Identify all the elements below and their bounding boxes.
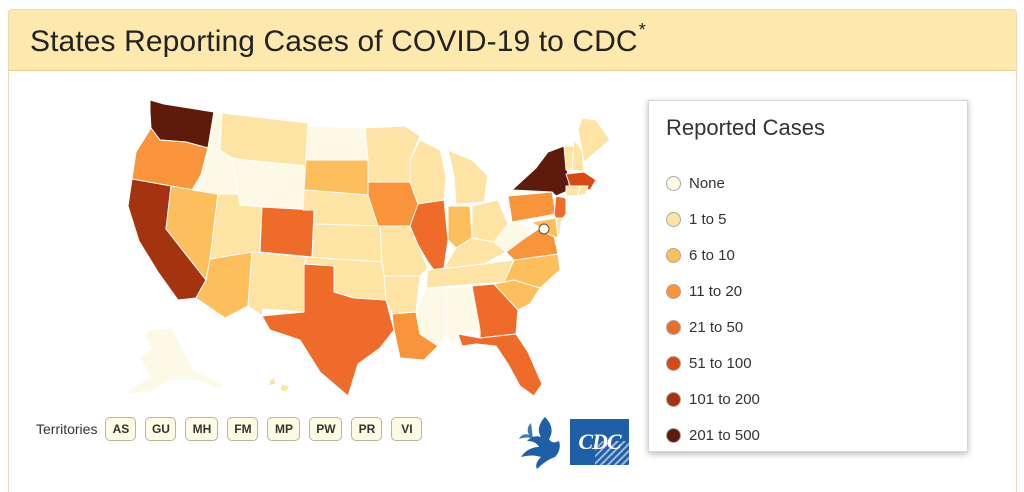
state-WV[interactable] [493,221,533,253]
legend-swatch [666,427,681,443]
territory-button-pr[interactable]: PR [351,417,383,441]
legend-swatch [666,175,681,191]
legend-item-201-to-500[interactable]: 201 to 500 [666,425,760,445]
legend-label: 1 to 5 [689,210,727,228]
legend-item-11-to-20[interactable]: 11 to 20 [666,281,742,301]
state-CO[interactable] [259,206,315,258]
state-WY[interactable] [231,157,307,211]
state-DC[interactable] [538,223,550,235]
state-TX[interactable] [261,263,395,397]
state-NE[interactable] [302,189,379,227]
legend-item-101-to-200[interactable]: 101 to 200 [666,389,760,409]
state-HI[interactable] [267,377,277,387]
hhs-eagle-logo [519,417,560,469]
state-KS[interactable] [311,223,383,263]
state-PA[interactable] [507,191,557,223]
legend-label: 6 to 10 [689,246,735,264]
legend-label: None [689,174,725,192]
state-SD[interactable] [303,159,369,196]
state-AR[interactable] [383,275,421,315]
legend-panel: Reported Cases None 1 to 5 6 to 10 11 to… [648,100,968,452]
state-AK[interactable] [123,327,223,395]
legend-swatch [666,247,681,263]
legend-label: 101 to 200 [689,390,760,408]
card-header: States Reporting Cases of COVID-19 to CD… [9,10,1016,71]
legend-swatch [666,283,681,299]
legend-swatch [666,391,681,407]
state-ND[interactable] [305,125,369,161]
title-footnote-mark: * [638,20,646,40]
cdc-logo-stripes [595,441,629,465]
legend-label: 21 to 50 [689,318,744,336]
state-ME[interactable] [577,117,611,163]
legend-label: 11 to 20 [689,282,743,300]
state-NM[interactable] [247,251,308,317]
territory-button-gu[interactable]: GU [145,417,177,441]
legend-title: Reported Cases [666,115,825,140]
legend-swatch [666,319,681,335]
page-title: States Reporting Cases of COVID-19 to CD… [30,20,646,58]
territories-bar: Territories AS GU MH FM MP PW PR VI [36,416,431,442]
territory-button-mp[interactable]: MP [267,417,301,441]
state-WI[interactable] [409,139,447,205]
state-NY[interactable] [511,145,571,197]
territory-button-mh[interactable]: MH [185,417,219,441]
legend-swatch [666,355,681,371]
legend-item-21-to-50[interactable]: 21 to 50 [666,317,743,337]
territory-button-as[interactable]: AS [105,417,137,441]
state-HI-2[interactable] [279,383,291,393]
territory-button-fm[interactable]: FM [227,417,259,441]
territories-label: Territories [36,421,98,437]
territory-button-pw[interactable]: PW [309,417,343,441]
state-DE[interactable] [555,217,563,239]
cdc-logo: CDC [570,419,629,465]
legend-item-6-to-10[interactable]: 6 to 10 [666,245,735,265]
legend-label: 201 to 500 [689,426,760,444]
legend-item-none[interactable]: None [666,173,725,193]
legend-item-1-to-5[interactable]: 1 to 5 [666,209,727,229]
state-MI[interactable] [447,149,489,205]
legend-swatch [666,211,681,227]
state-RI[interactable] [577,185,589,197]
legend-label: 51 to 100 [689,354,752,372]
state-FL[interactable] [457,333,543,397]
legend-item-51-to-100[interactable]: 51 to 100 [666,353,752,373]
territory-button-vi[interactable]: VI [391,417,423,441]
state-IA[interactable] [367,181,419,227]
